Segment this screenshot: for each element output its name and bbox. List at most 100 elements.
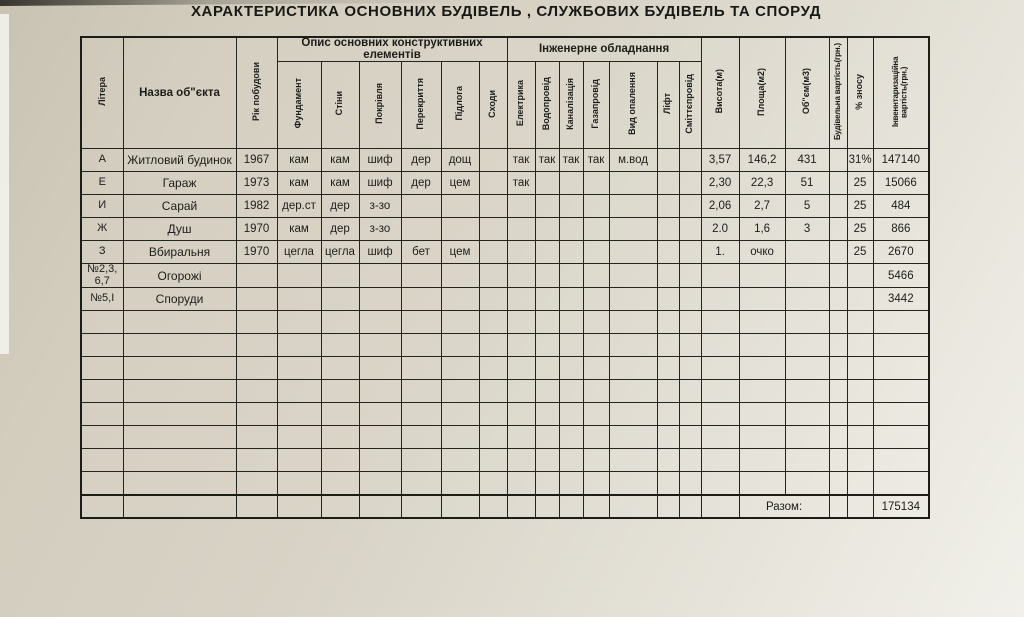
cell-gas xyxy=(582,171,610,195)
cell-roof xyxy=(358,494,402,519)
cell-stairs xyxy=(478,310,508,335)
cell-stairs xyxy=(478,171,508,195)
cell-electricity xyxy=(506,402,536,427)
table-row: А Житловий будинок 1967 кам кам шиф дер дощ так т… xyxy=(80,148,930,172)
cell-litera xyxy=(80,310,124,335)
cell-wear: 25 xyxy=(846,240,874,264)
cell-heating xyxy=(608,240,658,264)
cell-heating xyxy=(608,425,658,450)
cell-water xyxy=(534,356,560,381)
cell-build_cost xyxy=(828,262,848,289)
cell-year xyxy=(235,310,278,335)
cell-electricity xyxy=(506,448,536,473)
cell-ceiling xyxy=(400,356,442,381)
cell-stairs xyxy=(478,194,508,218)
cell-elevator xyxy=(656,471,680,496)
cell-electricity: так xyxy=(506,171,536,195)
cell-stairs xyxy=(478,494,508,519)
cell-sewage xyxy=(558,425,584,450)
cell-wear xyxy=(846,333,874,358)
col-header-name: Назва об"єкта xyxy=(122,36,237,149)
table-row-empty xyxy=(80,379,930,404)
cell-litera xyxy=(80,379,124,404)
cell-walls: цегла xyxy=(320,240,360,264)
cell-elevator xyxy=(656,217,680,241)
cell-area: 2,7 xyxy=(738,194,786,218)
cell-name: Гараж xyxy=(122,171,237,195)
cell-heating: м.вод xyxy=(608,148,658,172)
cell-stairs xyxy=(478,402,508,427)
col-header-floor: Підлога xyxy=(440,61,480,149)
cell-inventory_cost xyxy=(872,379,930,404)
characteristics-table-body: А Житловий будинок 1967 кам кам шиф дер дощ так т… xyxy=(80,148,930,519)
cell-wear xyxy=(846,262,874,289)
cell-gas: так xyxy=(582,148,610,172)
cell-name xyxy=(122,402,237,427)
col-header-foundation: Фундамент xyxy=(276,61,322,149)
cell-elevator xyxy=(656,262,680,289)
cell-litera: А xyxy=(80,148,124,172)
cell-wear: 25 xyxy=(846,171,874,195)
cell-volume: 5 xyxy=(784,194,830,218)
cell-inventory_cost xyxy=(872,356,930,381)
cell-wear xyxy=(846,310,874,335)
cell-volume xyxy=(784,240,830,264)
cell-walls xyxy=(320,494,360,519)
col-header-sewage: Каналізація xyxy=(558,61,584,149)
cell-foundation xyxy=(276,379,322,404)
cell-name: Огорожі xyxy=(122,262,237,289)
cell-gas xyxy=(582,448,610,473)
cell-elevator xyxy=(656,494,680,519)
col-header-ceiling: Перекриття xyxy=(400,61,442,149)
cell-floor xyxy=(440,333,480,358)
cell-inventory_cost: 484 xyxy=(872,194,930,218)
cell-name xyxy=(122,448,237,473)
cell-ceiling xyxy=(400,287,442,312)
cell-foundation xyxy=(276,425,322,450)
col-header-roof: Покрівля xyxy=(358,61,402,149)
cell-water: так xyxy=(534,148,560,172)
col-header-wear: % зносу xyxy=(846,36,874,149)
cell-electricity xyxy=(506,494,536,519)
cell-area xyxy=(738,402,786,427)
cell-wear xyxy=(846,402,874,427)
cell-water xyxy=(534,171,560,195)
cell-height xyxy=(700,494,740,519)
cell-garbage xyxy=(678,356,702,381)
cell-ceiling xyxy=(400,310,442,335)
cell-name: Споруди xyxy=(122,287,237,312)
cell-volume xyxy=(784,425,830,450)
cell-wear xyxy=(846,471,874,496)
cell-name: Вбиральня xyxy=(122,240,237,264)
cell-foundation xyxy=(276,356,322,381)
cell-electricity xyxy=(506,240,536,264)
cell-gas xyxy=(582,310,610,335)
table-row-empty xyxy=(80,333,930,358)
cell-walls: кам xyxy=(320,171,360,195)
cell-gas xyxy=(582,333,610,358)
cell-ceiling xyxy=(400,262,442,289)
cell-ceiling xyxy=(400,448,442,473)
cell-name: Житловий будинок xyxy=(122,148,237,172)
col-header-inventory-cost: Інвеннтаризаційна вартість(грн.) xyxy=(872,36,930,149)
cell-heating xyxy=(608,448,658,473)
cell-garbage xyxy=(678,471,702,496)
cell-floor xyxy=(440,194,480,218)
cell-gas xyxy=(582,494,610,519)
cell-sewage xyxy=(558,194,584,218)
cell-walls xyxy=(320,471,360,496)
cell-year xyxy=(235,448,278,473)
cell-volume xyxy=(784,471,830,496)
cell-heating xyxy=(608,262,658,289)
cell-area xyxy=(738,287,786,312)
cell-water xyxy=(534,287,560,312)
cell-volume xyxy=(784,402,830,427)
cell-build_cost xyxy=(828,217,848,241)
cell-name xyxy=(122,471,237,496)
cell-stairs xyxy=(478,240,508,264)
cell-water xyxy=(534,240,560,264)
cell-floor xyxy=(440,448,480,473)
cell-heating xyxy=(608,494,658,519)
cell-inventory_cost: 15066 xyxy=(872,171,930,195)
cell-water xyxy=(534,379,560,404)
